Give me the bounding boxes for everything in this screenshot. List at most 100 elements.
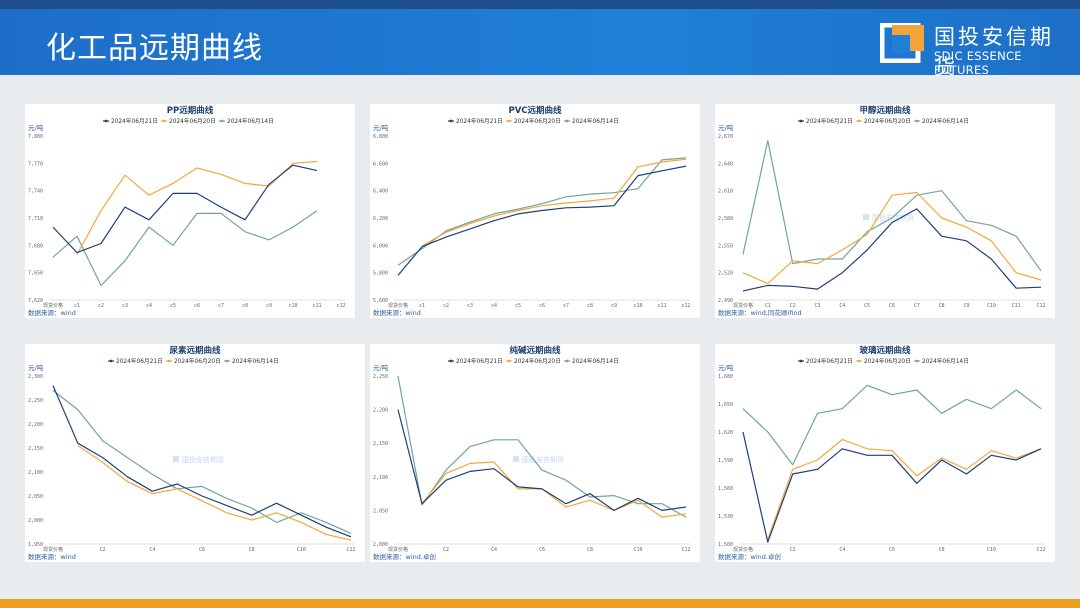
x-tick-label: c1 <box>419 303 425 309</box>
series-line <box>52 210 318 286</box>
legend-entry: 2024年06月21日 <box>806 357 853 365</box>
chart-panel-glass: 玻璃远期曲线 2024年06月21日 2024年06月20日 2024年06月14日元… <box>715 344 1055 562</box>
logo-mark-icon <box>880 23 924 63</box>
chart-panel-methanol: 甲醇远期曲线 2024年06月21日 2024年06月20日 2024年06月14日元… <box>715 104 1055 318</box>
x-tick-label: C10 <box>297 547 306 553</box>
legend-entry: 2024年06月21日 <box>456 357 503 365</box>
y-tick-label: 2,100 <box>373 475 388 481</box>
legend-marker <box>449 119 453 123</box>
x-tick-label: C8 <box>587 547 593 553</box>
x-tick-label: 现货价格 <box>43 546 63 553</box>
legend-marker <box>565 359 569 363</box>
legend-marker <box>167 359 171 363</box>
data-source: 数据来源：wind,同花顺ifind <box>718 308 802 317</box>
top-accent-strip <box>0 0 1080 9</box>
y-tick-label: 6,200 <box>373 216 388 222</box>
x-tick-label: c11 <box>312 303 321 309</box>
series-line <box>421 461 687 518</box>
chart-title: PP远期曲线 <box>167 105 214 116</box>
header-bar: 化工品远期曲线 国投安信期货 SDIC ESSENCE FUTURES <box>0 9 1080 79</box>
legend-marker <box>220 119 224 123</box>
y-tick-label: 2,490 <box>718 298 733 304</box>
y-tick-label: 7,800 <box>28 134 43 140</box>
y-tick-label: 1,950 <box>28 542 43 548</box>
y-tick-label: 7,680 <box>28 243 43 249</box>
legend-entry: 2024年06月21日 <box>456 117 503 125</box>
chart-title: 玻璃远期曲线 <box>859 345 911 356</box>
watermark: 国投安信期货 <box>522 455 564 464</box>
x-tick-label: C12 <box>346 547 355 553</box>
x-tick-label: C5 <box>864 303 870 309</box>
x-tick-label: C4 <box>839 547 845 553</box>
y-axis-unit: 元/吨 <box>718 363 734 372</box>
logo-name-cn: 国投安信期货 <box>934 25 1054 79</box>
company-logo: 国投安信期货 SDIC ESSENCE FUTURES <box>880 19 1070 79</box>
x-tick-label: c10 <box>288 303 297 309</box>
legend-entry: 2024年06月14日 <box>572 357 619 365</box>
y-tick-label: 2,150 <box>373 441 388 447</box>
y-tick-label: 1,680 <box>718 374 733 380</box>
y-tick-label: 2,640 <box>718 161 733 167</box>
x-tick-label: 现货价格 <box>733 546 753 553</box>
y-tick-label: 1,500 <box>718 542 733 548</box>
chart-panel-soda-ash: 纯碱远期曲线 2024年06月21日 2024年06月20日 2024年06月14日元… <box>370 344 700 562</box>
x-tick-label: C2 <box>443 547 449 553</box>
y-axis-unit: 元/吨 <box>28 123 44 132</box>
series-line <box>767 438 1042 540</box>
legend-marker <box>104 119 108 123</box>
x-tick-label: 现货价格 <box>388 546 408 553</box>
legend-marker <box>857 359 861 363</box>
y-axis-unit: 元/吨 <box>28 363 44 372</box>
y-tick-label: 7,740 <box>28 189 43 195</box>
y-axis-unit: 元/吨 <box>373 123 389 132</box>
x-tick-label: C12 <box>1036 547 1045 553</box>
watermark-icon <box>513 456 519 462</box>
y-tick-label: 2,670 <box>718 134 733 140</box>
x-tick-label: c5 <box>515 303 521 309</box>
chart-title: 甲醇远期曲线 <box>859 105 911 116</box>
data-source: 数据来源：wind.卓创 <box>373 552 436 561</box>
legend-marker <box>225 359 229 363</box>
x-tick-label: C6 <box>889 547 895 553</box>
chart-panel-pvc: PVC远期曲线 2024年06月21日 2024年06月20日 2024年06月14日… <box>370 104 700 318</box>
series-line <box>397 157 687 266</box>
chart-soda-ash: 纯碱远期曲线 2024年06月21日 2024年06月20日 2024年06月14日元… <box>373 345 691 561</box>
x-tick-label: c11 <box>657 303 666 309</box>
series-line <box>397 165 687 276</box>
x-tick-label: c12 <box>681 303 690 309</box>
y-tick-label: 1,530 <box>718 514 733 520</box>
x-tick-label: c4 <box>491 303 497 309</box>
x-tick-label: 现货价格 <box>43 302 63 309</box>
x-tick-label: c9 <box>266 303 272 309</box>
legend-entry: 2024年06月20日 <box>514 117 561 125</box>
y-tick-label: 1,650 <box>718 402 733 408</box>
y-tick-label: 6,600 <box>373 161 388 167</box>
x-tick-label: C6 <box>539 547 545 553</box>
legend-marker <box>915 359 919 363</box>
x-tick-label: C2 <box>790 303 796 309</box>
x-tick-label: C4 <box>839 303 845 309</box>
legend-entry: 2024年06月20日 <box>514 357 561 365</box>
y-tick-label: 2,300 <box>28 374 43 380</box>
legend-entry: 2024年06月14日 <box>922 117 969 125</box>
y-tick-label: 7,710 <box>28 216 43 222</box>
series-line <box>742 431 1042 543</box>
y-tick-label: 1,590 <box>718 458 733 464</box>
data-source: 数据来源：wind <box>373 308 421 317</box>
chart-title: PVC远期曲线 <box>508 105 562 116</box>
series-line <box>52 385 352 538</box>
page-title: 化工品远期曲线 <box>46 31 263 66</box>
x-tick-label: c3 <box>467 303 473 309</box>
series-line <box>742 140 1042 272</box>
legend-entry: 2024年06月14日 <box>232 357 279 365</box>
y-tick-label: 5,800 <box>373 271 388 277</box>
x-tick-label: C4 <box>149 547 155 553</box>
series-line <box>421 158 687 247</box>
legend-marker <box>162 119 166 123</box>
x-tick-label: c6 <box>539 303 545 309</box>
y-tick-label: 2,520 <box>718 271 733 277</box>
y-tick-label: 7,620 <box>28 298 43 304</box>
x-tick-label: c5 <box>170 303 176 309</box>
x-tick-label: C7 <box>914 303 920 309</box>
x-tick-label: C11 <box>1012 303 1021 309</box>
